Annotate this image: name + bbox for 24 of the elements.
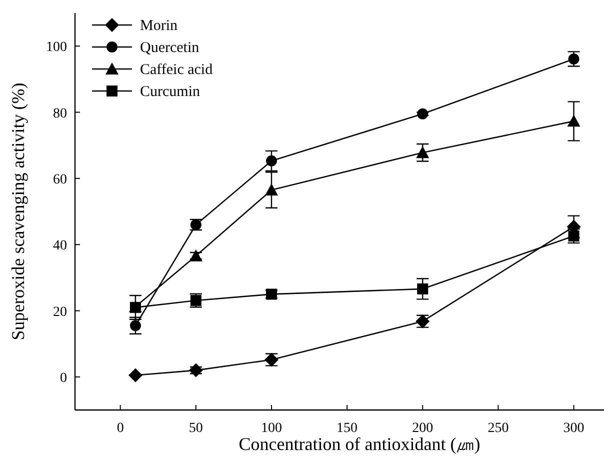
x-tick-label: 0 bbox=[116, 421, 124, 436]
y-tick-label: 40 bbox=[53, 238, 67, 254]
point bbox=[567, 114, 580, 127]
y-tick-label: 20 bbox=[53, 304, 67, 320]
point bbox=[128, 368, 142, 382]
x-tick-label: 250 bbox=[488, 421, 509, 436]
x-axis-title: Concentration of antioxidant (㎛) bbox=[238, 434, 480, 454]
x-tick-label: 100 bbox=[260, 421, 282, 436]
y-tick-label: 0 bbox=[60, 370, 67, 386]
x-tick-label: 150 bbox=[336, 421, 358, 436]
legend-label: Morin bbox=[140, 18, 178, 34]
x-tick-label: 200 bbox=[412, 421, 434, 436]
y-tick-label: 80 bbox=[53, 106, 67, 122]
legend-label: Curcumin bbox=[140, 84, 200, 100]
point bbox=[264, 183, 278, 196]
point bbox=[189, 249, 202, 262]
y-tick-label: 100 bbox=[46, 40, 67, 56]
legend-label: Quercetin bbox=[140, 40, 200, 56]
x-tick-label: 50 bbox=[188, 421, 203, 436]
legend-label: Caffeic acid bbox=[140, 62, 214, 78]
y-axis-title: Superoxide scavenging activity (%) bbox=[8, 82, 28, 340]
x-tick-label: 300 bbox=[563, 421, 584, 436]
point bbox=[188, 363, 203, 378]
y-tick-label: 60 bbox=[53, 172, 67, 188]
